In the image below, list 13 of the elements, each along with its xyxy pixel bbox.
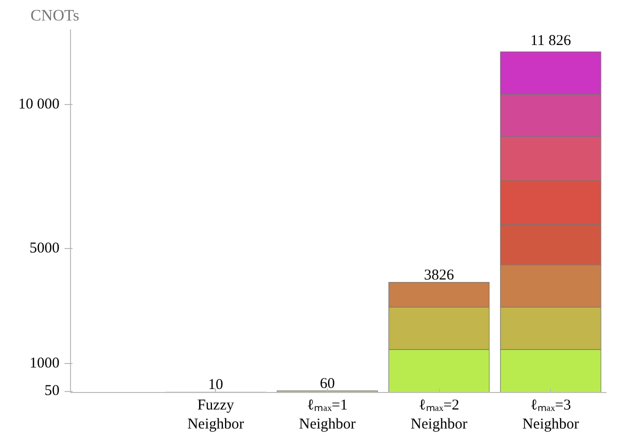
y-tick-label: 1000 — [30, 356, 60, 372]
x-tick-label: ℓₘₐₓ=2 Neighbor — [410, 398, 468, 433]
y-tick-label: 5000 — [30, 240, 60, 256]
total-label: 10 — [208, 377, 224, 394]
x-tick-label: Fuzzy Neighbor — [187, 398, 244, 433]
total-label: 3826 — [424, 267, 454, 284]
y-tick-label: 10 000 — [18, 96, 60, 112]
y-axis-title: CNOTs — [30, 8, 80, 24]
total-label: 11 826 — [530, 32, 572, 49]
y-tick-label: 50 — [44, 383, 60, 400]
x-tick-label: ℓₘₐₓ=1 Neighbor — [299, 398, 356, 433]
total-label: 60 — [320, 376, 335, 392]
x-tick-label: ℓₘₐₓ=3 Neighbor — [522, 398, 579, 433]
